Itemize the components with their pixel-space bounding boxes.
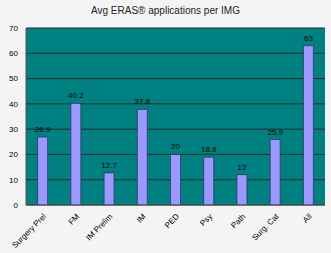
svg-text:Path: Path bbox=[229, 212, 247, 230]
svg-text:60: 60 bbox=[9, 49, 18, 58]
svg-text:50: 50 bbox=[9, 74, 18, 83]
svg-text:Surg. Cat: Surg. Cat bbox=[250, 212, 281, 243]
svg-text:PED: PED bbox=[163, 212, 181, 230]
svg-text:20: 20 bbox=[171, 142, 180, 151]
svg-text:25.9: 25.9 bbox=[267, 128, 283, 137]
svg-text:18.9: 18.9 bbox=[201, 145, 217, 154]
svg-text:30: 30 bbox=[9, 125, 18, 134]
svg-text:70: 70 bbox=[9, 24, 18, 33]
html-text:Avg ERAS® applications per IMG: Avg ERAS® applications per IMG bbox=[91, 5, 240, 16]
svg-text:IM: IM bbox=[135, 212, 148, 225]
svg-text:12.7: 12.7 bbox=[101, 161, 117, 170]
svg-text:FM: FM bbox=[67, 212, 82, 227]
svg-text:IM Prelim: IM Prelim bbox=[84, 212, 114, 242]
svg-text:0: 0 bbox=[14, 201, 19, 210]
svg-text:40: 40 bbox=[9, 100, 18, 109]
svg-text:40.2: 40.2 bbox=[68, 91, 84, 100]
svg-text:37.8: 37.8 bbox=[135, 97, 151, 106]
svg-text:Surgery Prel: Surgery Prel bbox=[10, 212, 48, 250]
svg-text:63: 63 bbox=[304, 34, 313, 43]
svg-text:20: 20 bbox=[9, 150, 18, 159]
svg-text:26.9: 26.9 bbox=[35, 125, 51, 134]
svg-text:Psy: Psy bbox=[198, 212, 214, 228]
svg-text:All: All bbox=[301, 212, 314, 225]
svg-text:12: 12 bbox=[238, 163, 247, 172]
svg-text:10: 10 bbox=[9, 176, 18, 185]
